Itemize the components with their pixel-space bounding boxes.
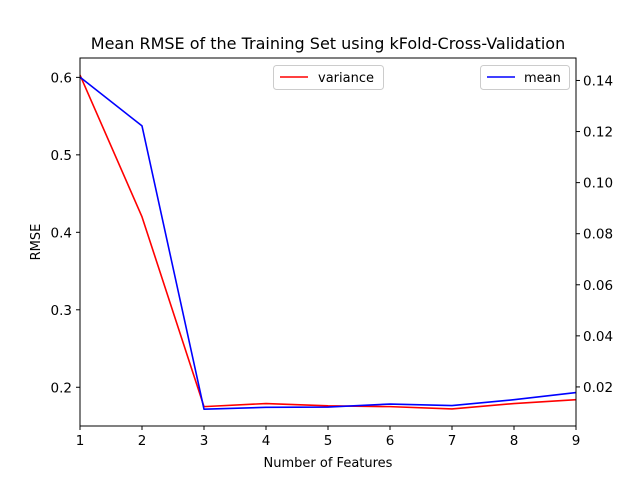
y-left-tick-label-3: 0.5: [51, 148, 72, 164]
x-tick-label-8: 8: [510, 433, 519, 449]
legend-mean: mean: [480, 65, 570, 90]
y-right-tick-label-0: 0.02: [583, 380, 613, 396]
y-right-tick-label-3: 0.08: [583, 227, 613, 243]
x-tick-label-7: 7: [448, 433, 457, 449]
y-right-tick-label-5: 0.12: [583, 125, 613, 141]
y-right-tick-label-4: 0.10: [583, 176, 613, 192]
x-tick-label-1: 1: [76, 433, 85, 449]
legend-mean-label: mean: [524, 71, 561, 86]
series-layer: [79, 74, 577, 410]
x-axis: 1 2 3 4 5 6 7 8 9: [76, 426, 581, 449]
chart-title: Mean RMSE of the Training Set using kFol…: [91, 34, 565, 53]
y-axis-left: 0.2 0.3 0.4 0.5 0.6: [51, 70, 80, 396]
y-right-tick-label-6: 0.14: [583, 73, 613, 89]
y-left-tick-label-0: 0.2: [51, 380, 72, 396]
legend-variance-label: variance: [318, 71, 374, 86]
legend-mean-box: [480, 65, 570, 90]
legend-variance-box: [273, 65, 384, 90]
x-tick-label-4: 4: [262, 433, 271, 449]
x-tick-label-3: 3: [200, 433, 209, 449]
y-left-tick-label-4: 0.6: [51, 70, 72, 86]
y-axis-right: 0.02 0.04 0.06 0.08 0.10 0.12 0.14: [576, 73, 613, 396]
y-left-tick-label-2: 0.4: [51, 225, 72, 241]
x-tick-label-9: 9: [572, 433, 581, 449]
y-right-tick-label-1: 0.04: [583, 329, 613, 345]
x-tick-label-6: 6: [386, 433, 395, 449]
y-axis-label: RMSE: [29, 224, 44, 261]
plot-frame: [79, 57, 577, 427]
x-tick-label-2: 2: [138, 433, 147, 449]
x-tick-label-5: 5: [324, 433, 333, 449]
x-axis-label: Number of Features: [264, 456, 393, 471]
y-right-tick-label-2: 0.06: [583, 278, 613, 294]
legend-variance: variance: [273, 65, 384, 90]
y-left-tick-label-1: 0.3: [51, 303, 72, 319]
